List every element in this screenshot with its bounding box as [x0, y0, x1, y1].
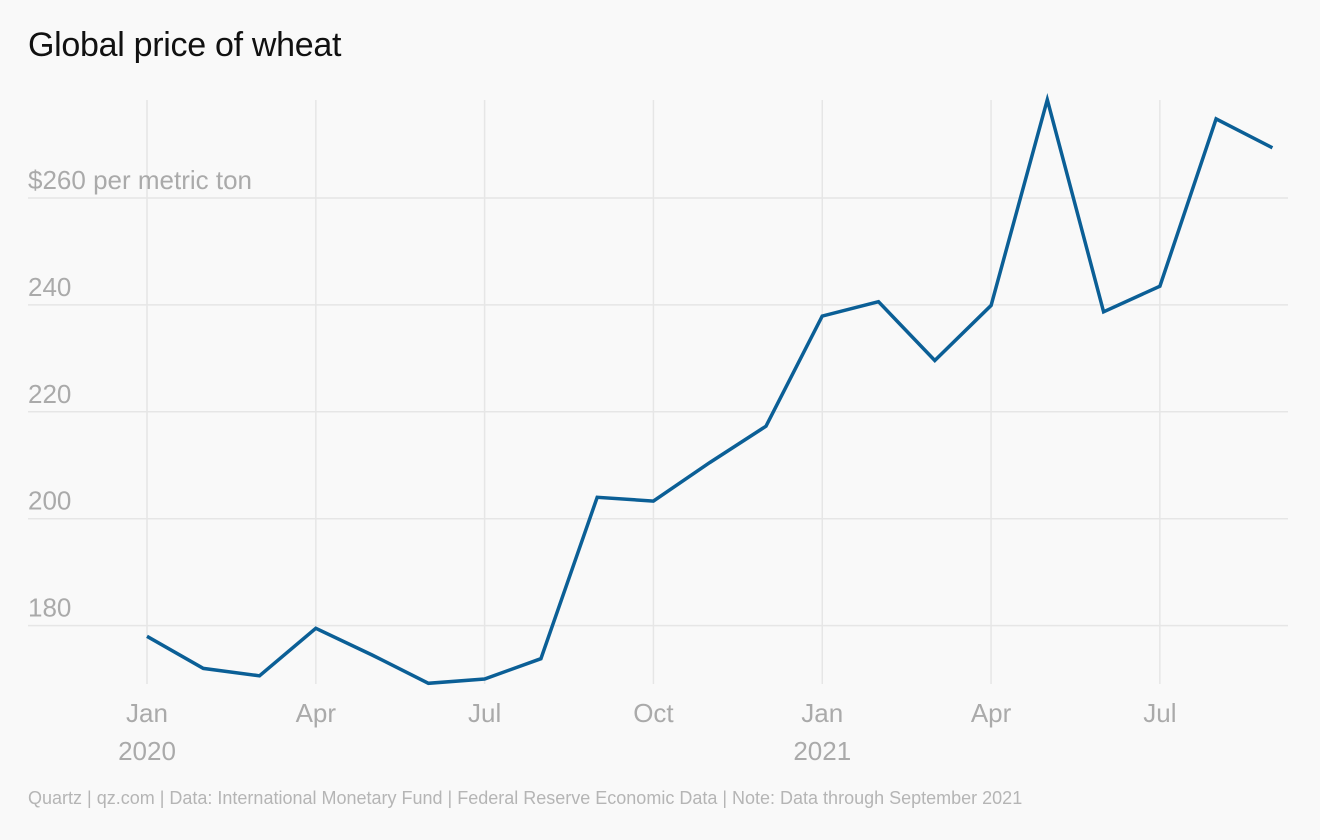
x-tick-label: Jul	[1143, 698, 1176, 728]
y-tick-label: 200	[28, 486, 71, 516]
chart-title: Global price of wheat	[28, 26, 342, 64]
x-tick-label: Jan	[801, 698, 843, 728]
y-tick-label: 220	[28, 379, 71, 409]
y-tick-label: $260 per metric ton	[28, 165, 252, 195]
x-tick-label: Jan	[126, 698, 168, 728]
x-tick-label: Apr	[296, 698, 337, 728]
y-tick-label: 240	[28, 272, 71, 302]
y-tick-label: 180	[28, 593, 71, 623]
source-note: Quartz | qz.com | Data: International Mo…	[28, 788, 1023, 808]
series-line	[146, 92, 1274, 686]
x-tick-year-label: 2021	[793, 736, 851, 766]
x-tick-label: Apr	[971, 698, 1012, 728]
x-tick-label: Jul	[468, 698, 501, 728]
x-tick-label: Oct	[633, 698, 674, 728]
x-tick-year-label: 2020	[118, 736, 176, 766]
